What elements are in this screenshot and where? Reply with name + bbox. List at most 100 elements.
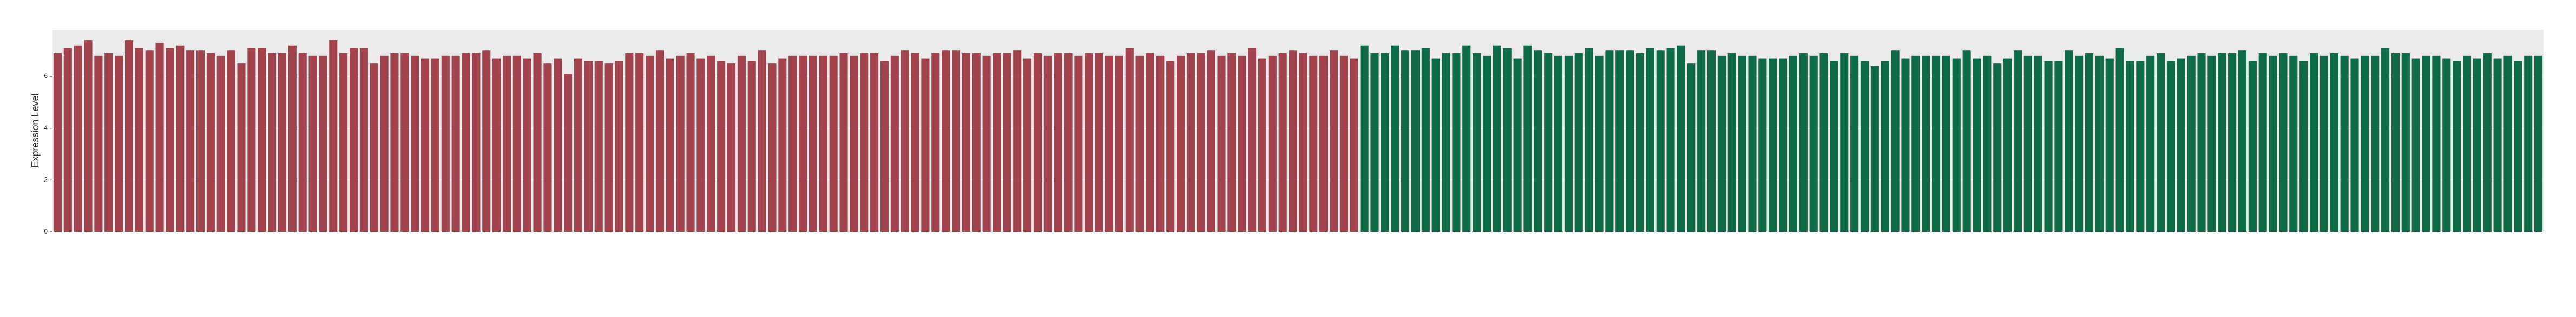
bar: [594, 61, 603, 232]
bar: [1054, 53, 1062, 232]
bar: [94, 55, 103, 232]
bar: [1074, 55, 1083, 232]
bar: [1748, 55, 1757, 232]
bar: [574, 58, 583, 232]
bar: [237, 63, 246, 232]
bar: [747, 61, 756, 232]
bar: [1289, 50, 1297, 232]
bar: [1381, 53, 1389, 232]
bar: [707, 55, 715, 232]
bar: [1809, 55, 1818, 232]
bar: [339, 53, 348, 232]
bar: [2136, 61, 2145, 232]
bar: [768, 63, 777, 232]
bar: [74, 45, 82, 232]
bar: [1707, 50, 1716, 232]
bar: [329, 40, 338, 232]
bar: [1554, 55, 1563, 232]
bar: [1442, 53, 1450, 232]
bar: [655, 50, 664, 232]
bar: [1452, 53, 1461, 232]
bar: [1064, 53, 1073, 232]
bar: [1003, 53, 1011, 232]
bar: [2166, 61, 2175, 232]
bar: [1227, 53, 1236, 232]
bar: [1299, 53, 1307, 232]
bar: [2289, 55, 2298, 232]
bar: [1942, 55, 1950, 232]
bar: [2228, 53, 2237, 232]
bar: [1932, 55, 1941, 232]
bar: [1503, 48, 1512, 232]
bar: [349, 48, 358, 232]
bar: [758, 50, 766, 232]
bar: [2269, 55, 2277, 232]
bar: [1319, 55, 1328, 232]
bar: [1043, 55, 1052, 232]
bar: [533, 53, 542, 232]
bar: [319, 55, 327, 232]
bar: [1758, 58, 1767, 232]
bar: [676, 55, 685, 232]
bar: [1115, 55, 1123, 232]
bar: [462, 53, 470, 232]
bar: [1278, 53, 1287, 232]
bar: [400, 53, 409, 232]
y-tick-label: 0: [44, 228, 48, 235]
bar: [258, 48, 266, 232]
bar: [2381, 48, 2390, 232]
bar: [1207, 50, 1215, 232]
bar: [1697, 50, 1706, 232]
bar: [666, 58, 674, 232]
bar: [492, 58, 501, 232]
bar: [2391, 53, 2400, 232]
bar: [1135, 55, 1144, 232]
y-axis-label: Expression Level: [30, 93, 41, 167]
bar: [1840, 53, 1849, 232]
bar: [646, 55, 654, 232]
bar: [686, 53, 695, 232]
bar: [1013, 50, 1022, 232]
bar: [2371, 55, 2380, 232]
bar: [2044, 61, 2053, 232]
bar: [2095, 55, 2104, 232]
bar: [1891, 50, 1900, 232]
bar: [942, 50, 950, 232]
bar: [1248, 48, 1257, 232]
bar: [2075, 55, 2084, 232]
bar: [604, 63, 613, 232]
y-tick-label: 4: [44, 124, 48, 132]
bar: [1329, 50, 1338, 232]
bar: [1401, 50, 1410, 232]
bar: [2401, 53, 2410, 232]
bar: [1870, 66, 1879, 232]
bar: [502, 55, 511, 232]
bar: [1605, 50, 1614, 232]
bar: [166, 48, 174, 232]
bar: [2432, 55, 2441, 232]
bar: [1595, 55, 1604, 232]
bar: [1626, 50, 1634, 232]
bar: [186, 50, 195, 232]
bar: [176, 45, 185, 232]
bar: [972, 53, 981, 232]
bar: [1411, 50, 1420, 232]
bar: [727, 63, 736, 232]
bar: [288, 45, 297, 232]
bar: [1564, 55, 1573, 232]
bar: [880, 61, 889, 232]
bar: [1146, 53, 1154, 232]
bar: [1687, 63, 1696, 232]
bar: [1493, 45, 1501, 232]
bar: [1534, 50, 1542, 232]
bar: [799, 55, 807, 232]
bar: [860, 53, 869, 232]
bar: [2524, 55, 2533, 232]
bar: [390, 53, 399, 232]
bar: [1309, 55, 1318, 232]
bar: [717, 61, 726, 232]
bar: [1779, 58, 1788, 232]
bar: [1462, 45, 1471, 232]
bar: [1819, 53, 1828, 232]
